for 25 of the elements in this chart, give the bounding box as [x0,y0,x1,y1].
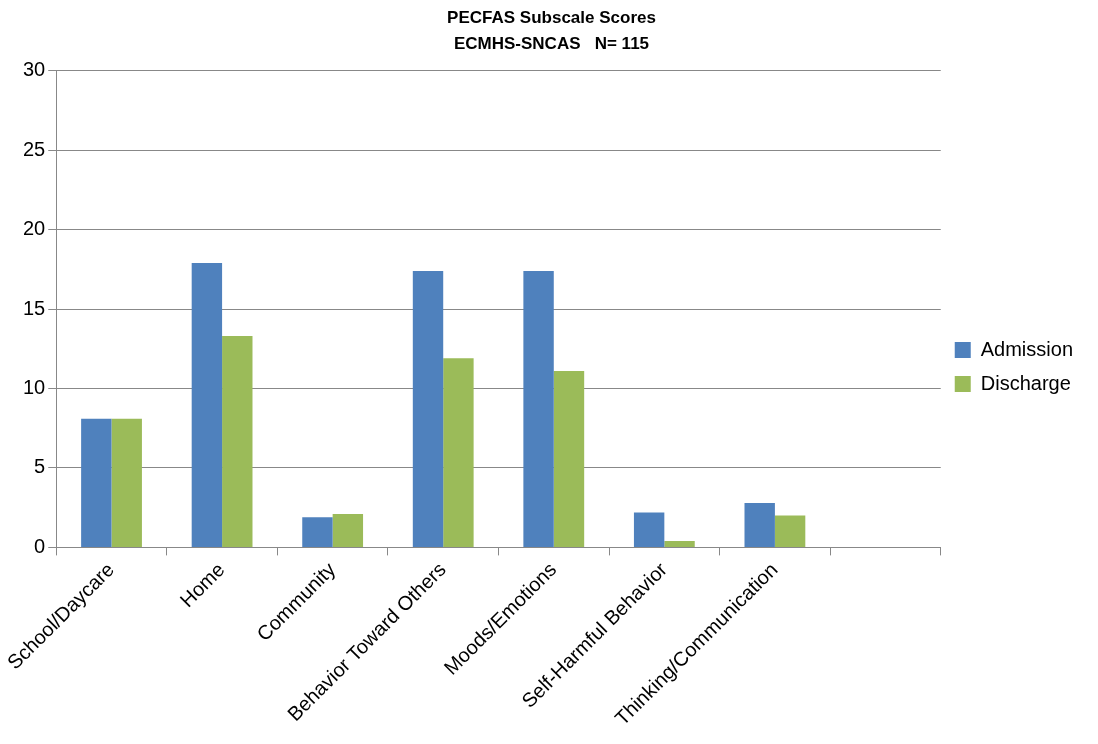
y-tick-label: 0 [34,534,46,557]
bar [443,358,474,547]
bar [111,418,142,547]
bar [191,263,223,547]
bar [774,515,806,547]
y-tick-label: 30 [23,58,46,81]
bar [744,502,775,547]
legend-label: Discharge [980,371,1071,394]
y-tick-label: 5 [34,455,46,478]
y-tick-label: 20 [23,217,46,240]
bar [633,512,665,547]
bar [332,514,364,547]
bar [81,418,112,547]
legend-label: Admission [980,337,1074,360]
y-tick-label: 15 [23,296,46,319]
bar [222,336,253,547]
bar [412,270,444,547]
bar [553,371,585,547]
bar [664,541,695,547]
bar [523,270,554,547]
chart-subtitle: ECMHS-SNCAS N= 115 [453,34,650,54]
y-tick-label: 10 [23,376,46,399]
chart-title: PECFAS Subscale Scores [447,7,656,27]
y-tick-label: 25 [23,137,46,160]
bar [302,517,333,547]
